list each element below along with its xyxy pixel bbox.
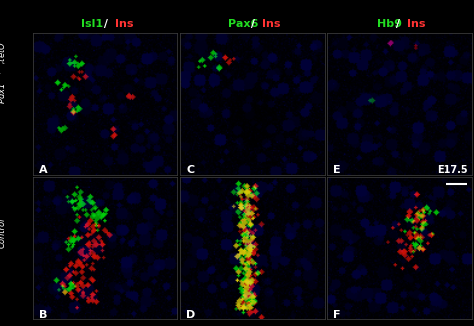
Text: /: / [100,19,112,29]
Text: Control: Control [0,218,6,248]
Text: F: F [333,309,341,319]
Text: /: / [392,19,404,29]
Text: /: / [247,19,259,29]
Text: E: E [333,165,341,175]
Text: E17.5: E17.5 [437,165,467,175]
Text: C: C [186,165,194,175]
Text: Hb9: Hb9 [377,19,402,29]
Text: D: D [186,309,195,319]
Text: Ins: Ins [115,19,134,29]
Text: Ins: Ins [407,19,426,29]
Text: Pdx1$^{tTA/+}$;tetO$^{MafA}$: Pdx1$^{tTA/+}$;tetO$^{MafA}$ [0,26,8,104]
Text: B: B [39,309,47,319]
Text: Isl1: Isl1 [81,19,103,29]
Text: Ins: Ins [262,19,281,29]
Text: A: A [39,165,47,175]
Text: Pax6: Pax6 [228,19,258,29]
